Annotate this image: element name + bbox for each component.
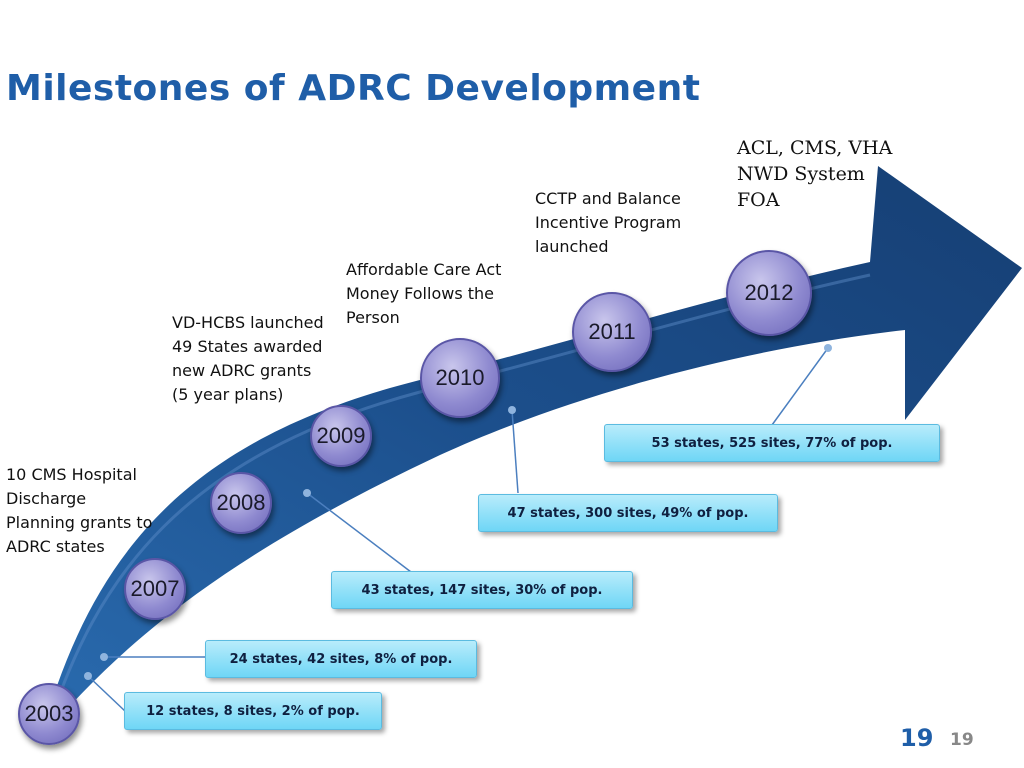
connector-2010 (511, 409, 519, 494)
connector-dot-2003 (84, 672, 92, 680)
stat-text: 24 states, 42 sites, 8% of pop. (229, 651, 453, 667)
connector-2008 (306, 492, 412, 573)
event-text-2007: 10 CMS Hospital Discharge Planning grant… (6, 465, 153, 556)
stat-box-2007: 24 states, 42 sites, 8% of pop. (205, 640, 477, 678)
year-label: 2007 (130, 576, 180, 601)
connector-dot-2012 (824, 344, 832, 352)
year-label: 2003 (24, 701, 74, 726)
stat-text: 47 states, 300 sites, 49% of pop. (507, 505, 749, 521)
year-label: 2009 (316, 423, 366, 448)
slide-title: Milestones of ADRC Development (6, 68, 701, 109)
year-label: 2012 (744, 280, 794, 305)
stat-text: 53 states, 525 sites, 77% of pop. (651, 435, 893, 451)
year-circle-2011: 2011 (572, 292, 652, 372)
page-number-secondary: 19 (950, 730, 974, 750)
year-label: 2011 (588, 319, 636, 344)
event-text-2010: Affordable Care Act Money Follows the Pe… (346, 260, 502, 327)
connector-dot-2007 (100, 653, 108, 661)
year-label: 2008 (216, 490, 266, 515)
stat-box-2012: 53 states, 525 sites, 77% of pop. (604, 424, 940, 462)
year-circle-2010: 2010 (420, 338, 500, 418)
page-number: 19 (900, 724, 934, 752)
connector-2003 (87, 675, 127, 713)
connector-lines (87, 347, 829, 713)
stat-text: 12 states, 8 sites, 2% of pop. (146, 703, 360, 719)
event-text-2009: VD-HCBS launched 49 States awarded new A… (172, 313, 324, 404)
year-circle-2007: 2007 (124, 558, 186, 620)
stat-box-2003: 12 states, 8 sites, 2% of pop. (124, 692, 382, 730)
year-circle-2003: 2003 (18, 683, 80, 745)
connector-dots (84, 344, 832, 680)
arrow-highlight (44, 273, 871, 736)
event-text-2011: CCTP and Balance Incentive Program launc… (535, 189, 682, 256)
stat-text: 43 states, 147 sites, 30% of pop. (361, 582, 603, 598)
year-label: 2010 (435, 365, 485, 390)
connector-2012 (771, 347, 829, 426)
year-circle-2012: 2012 (726, 250, 812, 336)
stat-box-2008: 43 states, 147 sites, 30% of pop. (331, 571, 633, 609)
stat-box-2010: 47 states, 300 sites, 49% of pop. (478, 494, 778, 532)
year-circle-2009: 2009 (310, 405, 372, 467)
connector-dot-2008 (303, 489, 311, 497)
event-text-2012: ACL, CMS, VHA NWD System FOA (737, 137, 893, 211)
connector-dot-2010 (508, 406, 516, 414)
year-circle-2008: 2008 (210, 472, 272, 534)
